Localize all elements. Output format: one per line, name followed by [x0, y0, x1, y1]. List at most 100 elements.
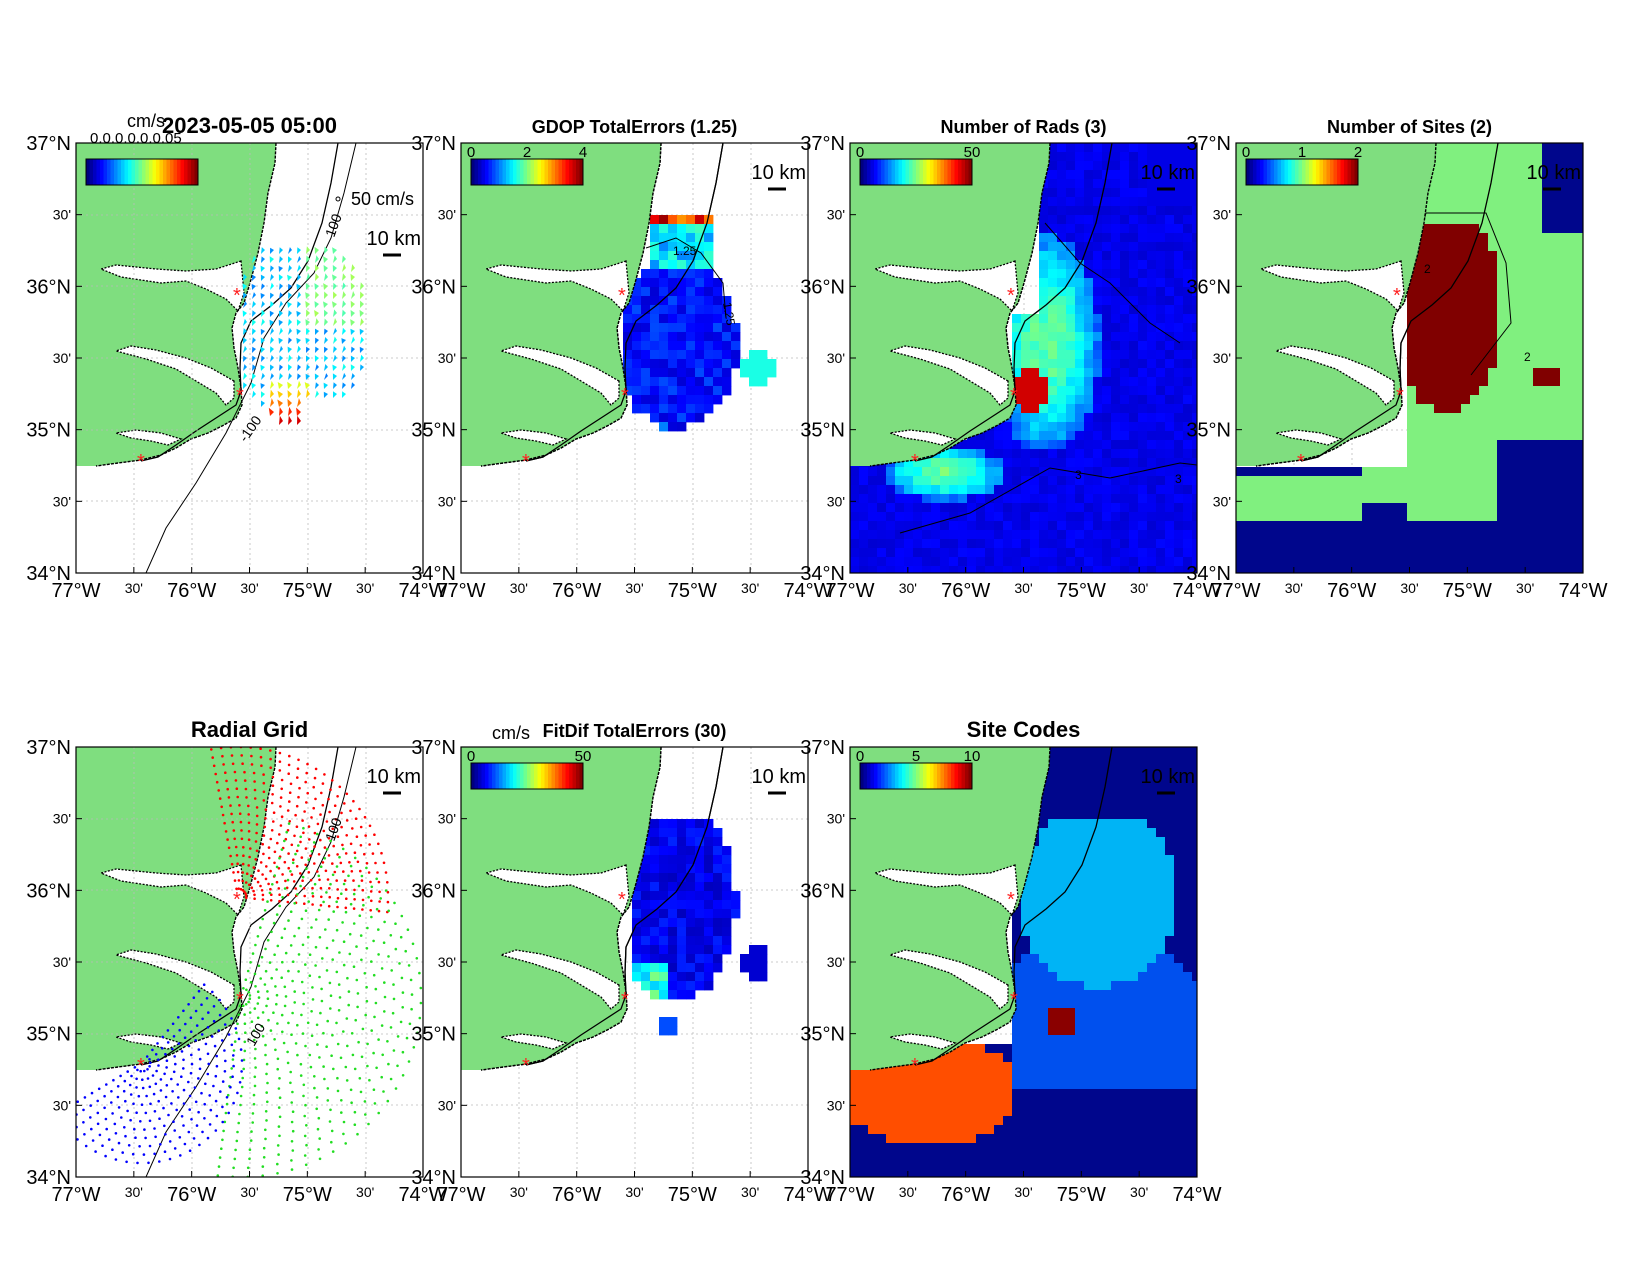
data-cell	[1560, 395, 1569, 404]
radial-grid-point-blue	[219, 1090, 222, 1093]
data-cell	[1542, 476, 1551, 485]
data-cell	[1183, 350, 1192, 359]
data-cell	[850, 467, 859, 476]
data-cell	[1542, 512, 1551, 521]
data-cell	[1416, 449, 1425, 458]
radial-grid-point-green	[321, 957, 324, 960]
data-cell	[1434, 269, 1443, 278]
data-cell	[1039, 512, 1048, 521]
radial-grid-point-green	[311, 850, 314, 853]
data-cell	[1021, 467, 1030, 476]
radial-grid-point-green	[367, 896, 370, 899]
data-cell	[1281, 521, 1290, 530]
data-cell	[1030, 539, 1039, 548]
radial-grid-point-green	[324, 857, 327, 860]
radial-grid-point-blue	[171, 1090, 174, 1093]
data-cell	[1515, 170, 1524, 179]
data-cell	[1102, 828, 1111, 837]
data-cell	[1021, 503, 1030, 512]
radial-grid-point-blue	[169, 1140, 172, 1143]
radial-grid-point-blue	[230, 1017, 233, 1020]
data-cell	[994, 539, 1003, 548]
data-cell	[668, 422, 677, 431]
radial-grid-point-blue	[153, 1153, 156, 1156]
data-cell	[1156, 197, 1165, 206]
data-cell	[1138, 404, 1147, 413]
data-cell	[695, 278, 704, 287]
colorbar-segment	[107, 159, 111, 185]
data-cell	[1452, 368, 1461, 377]
data-cell	[1254, 557, 1263, 566]
data-cell	[1156, 756, 1165, 765]
data-cell	[895, 503, 904, 512]
radial-grid-point-blue	[221, 1039, 224, 1042]
radial-grid-point-red	[255, 840, 258, 843]
radial-grid-point-red	[322, 804, 325, 807]
data-cell	[695, 404, 704, 413]
radial-grid-point-blue	[207, 1063, 210, 1066]
data-cell	[985, 530, 994, 539]
radial-grid-point-green	[314, 964, 317, 967]
radial-grid-point-blue	[178, 1042, 181, 1045]
radial-grid-point-green	[278, 1077, 281, 1080]
radial-grid-point-blue	[193, 1137, 196, 1140]
data-cell	[1416, 296, 1425, 305]
data-cell	[1129, 485, 1138, 494]
data-cell	[1174, 431, 1183, 440]
radial-grid-point-green	[381, 967, 384, 970]
data-cell	[1317, 467, 1326, 476]
data-cell	[1560, 341, 1569, 350]
data-cell	[1461, 242, 1470, 251]
radial-grid-point-green	[264, 909, 267, 912]
radial-grid-point-blue	[200, 1003, 203, 1006]
radial-grid-point-red	[386, 881, 389, 884]
data-cell	[1524, 332, 1533, 341]
radial-grid-point-blue	[193, 996, 196, 999]
data-cell	[1326, 566, 1335, 575]
data-cell	[1362, 485, 1371, 494]
data-cell	[1542, 251, 1551, 260]
radial-grid-point-blue	[154, 1110, 157, 1113]
radial-grid-point-green	[327, 1087, 330, 1090]
radial-grid-point-red	[256, 850, 259, 853]
data-cell	[1236, 476, 1245, 485]
data-cell	[1254, 512, 1263, 521]
data-cell	[1129, 395, 1138, 404]
data-cell	[1515, 233, 1524, 242]
data-cell	[1479, 323, 1488, 332]
radial-grid-point-red	[364, 816, 367, 819]
data-cell	[1236, 521, 1245, 530]
data-cell	[1470, 143, 1479, 152]
radial-grid-point-red	[336, 888, 339, 891]
data-cell	[1560, 485, 1569, 494]
data-cell	[1551, 251, 1560, 260]
radial-grid-point-red	[245, 788, 248, 791]
data-cell	[1165, 819, 1174, 828]
radial-grid-point-blue	[166, 1084, 169, 1087]
data-cell	[1461, 350, 1470, 359]
data-cell	[1129, 566, 1138, 575]
radial-grid-point-red	[262, 853, 265, 856]
data-cell	[949, 521, 958, 530]
radial-grid-point-blue	[194, 1039, 197, 1042]
data-cell	[1165, 422, 1174, 431]
radial-grid-point-blue	[197, 1111, 200, 1114]
data-cell	[1039, 350, 1048, 359]
data-cell	[1129, 341, 1138, 350]
radial-grid-point-green	[311, 986, 314, 989]
data-cell	[713, 837, 722, 846]
data-cell	[1461, 152, 1470, 161]
data-cell	[1434, 485, 1443, 494]
radial-grid-point-green	[349, 953, 352, 956]
data-cell	[1434, 512, 1443, 521]
data-cell	[1362, 494, 1371, 503]
data-cell	[1075, 548, 1084, 557]
data-cell	[1461, 368, 1470, 377]
data-cell	[722, 882, 731, 891]
data-cell	[1569, 197, 1578, 206]
radial-grid-point-green	[323, 1078, 326, 1081]
data-cell	[641, 927, 650, 936]
data-cell	[704, 954, 713, 963]
radial-grid-point-blue	[129, 1119, 132, 1122]
data-cell	[1434, 242, 1443, 251]
